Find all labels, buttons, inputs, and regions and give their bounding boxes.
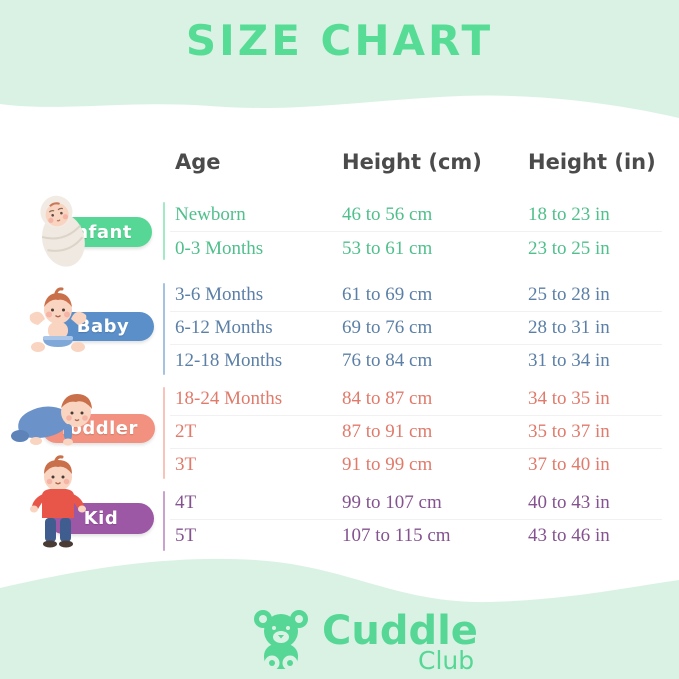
pill-label: Baby — [76, 316, 130, 337]
pill-label: Kid — [83, 508, 119, 529]
table-row: 4T 99 to 107 cm 40 to 43 in — [170, 487, 662, 519]
kid-accent-bar — [163, 491, 165, 551]
baby-illustration — [29, 287, 87, 352]
age-cell: 3-6 Months — [175, 284, 264, 305]
page-title: SIZE CHART — [185, 16, 494, 65]
table-row: 0-3 Months 53 to 61 cm 23 to 25 in — [170, 231, 662, 265]
height-in-cell: 37 to 40 in — [528, 454, 610, 475]
table-row: 5T 107 to 115 cm 43 to 46 in — [170, 519, 662, 552]
height-cm-cell: 91 to 99 cm — [342, 454, 433, 475]
column-header-age: Age — [175, 150, 221, 174]
table-row: Newborn 46 to 56 cm 18 to 23 in — [170, 198, 662, 231]
height-in-cell: 28 to 31 in — [528, 317, 610, 338]
infant-illustration — [40, 195, 85, 267]
infant-accent-bar — [163, 202, 165, 260]
kid-illustration — [30, 455, 86, 548]
age-cell: 3T — [175, 454, 197, 475]
height-in-cell: 43 to 46 in — [528, 525, 610, 546]
height-in-cell: 31 to 34 in — [528, 350, 610, 371]
height-cm-cell: 84 to 87 cm — [342, 388, 433, 409]
height-in-cell: 34 to 35 in — [528, 388, 610, 409]
toddler-row-group: 18-24 Months 84 to 87 cm 34 to 35 in 2T … — [170, 383, 662, 481]
height-in-cell: 35 to 37 in — [528, 421, 610, 442]
age-cell: 6-12 Months — [175, 317, 273, 338]
age-cell: 5T — [175, 525, 197, 546]
brand-subname: Club — [418, 646, 475, 675]
age-cell: 2T — [175, 421, 197, 442]
height-in-cell: 23 to 25 in — [528, 237, 610, 259]
table-row: 18-24 Months 84 to 87 cm 34 to 35 in — [170, 383, 662, 415]
baby-accent-bar — [163, 283, 165, 375]
column-header-height-cm: Height (cm) — [342, 150, 482, 174]
kid-row-group: 4T 99 to 107 cm 40 to 43 in 5T 107 to 11… — [170, 487, 662, 552]
height-in-cell: 40 to 43 in — [528, 492, 610, 513]
age-cell: 0-3 Months — [175, 237, 264, 259]
table-row: 2T 87 to 91 cm 35 to 37 in — [170, 415, 662, 448]
brand-logo: Cuddle Club — [246, 604, 486, 676]
height-cm-cell: 46 to 56 cm — [342, 203, 433, 225]
age-cell: 12-18 Months — [175, 350, 283, 371]
infant-row-group: Newborn 46 to 56 cm 18 to 23 in 0-3 Mont… — [170, 198, 662, 265]
height-cm-cell: 99 to 107 cm — [342, 492, 442, 513]
brand-name: Cuddle — [322, 608, 478, 654]
height-cm-cell: 61 to 69 cm — [342, 284, 433, 305]
height-in-cell: 18 to 23 in — [528, 203, 610, 225]
table-row: 3-6 Months 61 to 69 cm 25 to 28 in — [170, 279, 662, 311]
height-cm-cell: 69 to 76 cm — [342, 317, 433, 338]
height-in-cell: 25 to 28 in — [528, 284, 610, 305]
toddler-illustration — [11, 394, 92, 446]
table-row: 6-12 Months 69 to 76 cm 28 to 31 in — [170, 311, 662, 344]
height-cm-cell: 53 to 61 cm — [342, 237, 433, 259]
age-cell: 18-24 Months — [175, 388, 283, 409]
table-row: 12-18 Months 76 to 84 cm 31 to 34 in — [170, 344, 662, 377]
age-cell: Newborn — [175, 203, 246, 225]
column-header-height-in: Height (in) — [528, 150, 656, 174]
table-row: 3T 91 to 99 cm 37 to 40 in — [170, 448, 662, 481]
toddler-accent-bar — [163, 387, 165, 479]
age-cell: 4T — [175, 492, 197, 513]
height-cm-cell: 87 to 91 cm — [342, 421, 433, 442]
teddy-bear-icon — [254, 610, 308, 671]
height-cm-cell: 107 to 115 cm — [342, 525, 451, 546]
height-cm-cell: 76 to 84 cm — [342, 350, 433, 371]
baby-row-group: 3-6 Months 61 to 69 cm 25 to 28 in 6-12 … — [170, 279, 662, 377]
